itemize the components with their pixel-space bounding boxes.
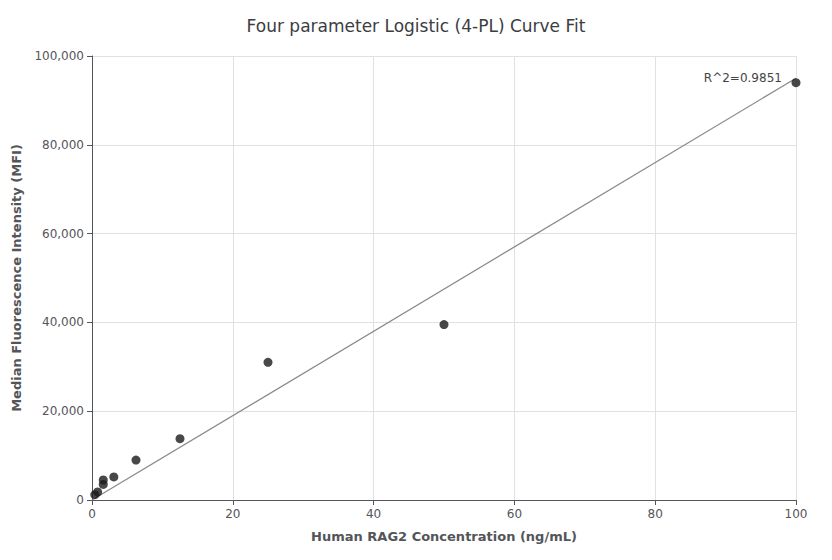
svg-text:Human RAG2 Concentration (ng/m: Human RAG2 Concentration (ng/mL) <box>311 529 577 544</box>
svg-text:R^2=0.9851: R^2=0.9851 <box>704 71 782 85</box>
svg-text:Median Fluorescence Intensity: Median Fluorescence Intensity (MFI) <box>9 144 24 412</box>
svg-text:60: 60 <box>507 507 522 521</box>
svg-text:0: 0 <box>88 507 96 521</box>
svg-text:100: 100 <box>785 507 808 521</box>
svg-text:80,000: 80,000 <box>42 138 84 152</box>
svg-text:Four parameter Logistic (4-PL): Four parameter Logistic (4-PL) Curve Fit <box>247 16 586 36</box>
svg-text:20: 20 <box>225 507 240 521</box>
svg-text:80: 80 <box>648 507 663 521</box>
svg-text:0: 0 <box>76 493 84 507</box>
svg-text:100,000: 100,000 <box>34 49 84 63</box>
svg-text:40,000: 40,000 <box>42 315 84 329</box>
svg-text:20,000: 20,000 <box>42 404 84 418</box>
svg-text:40: 40 <box>366 507 381 521</box>
svg-text:60,000: 60,000 <box>42 227 84 241</box>
